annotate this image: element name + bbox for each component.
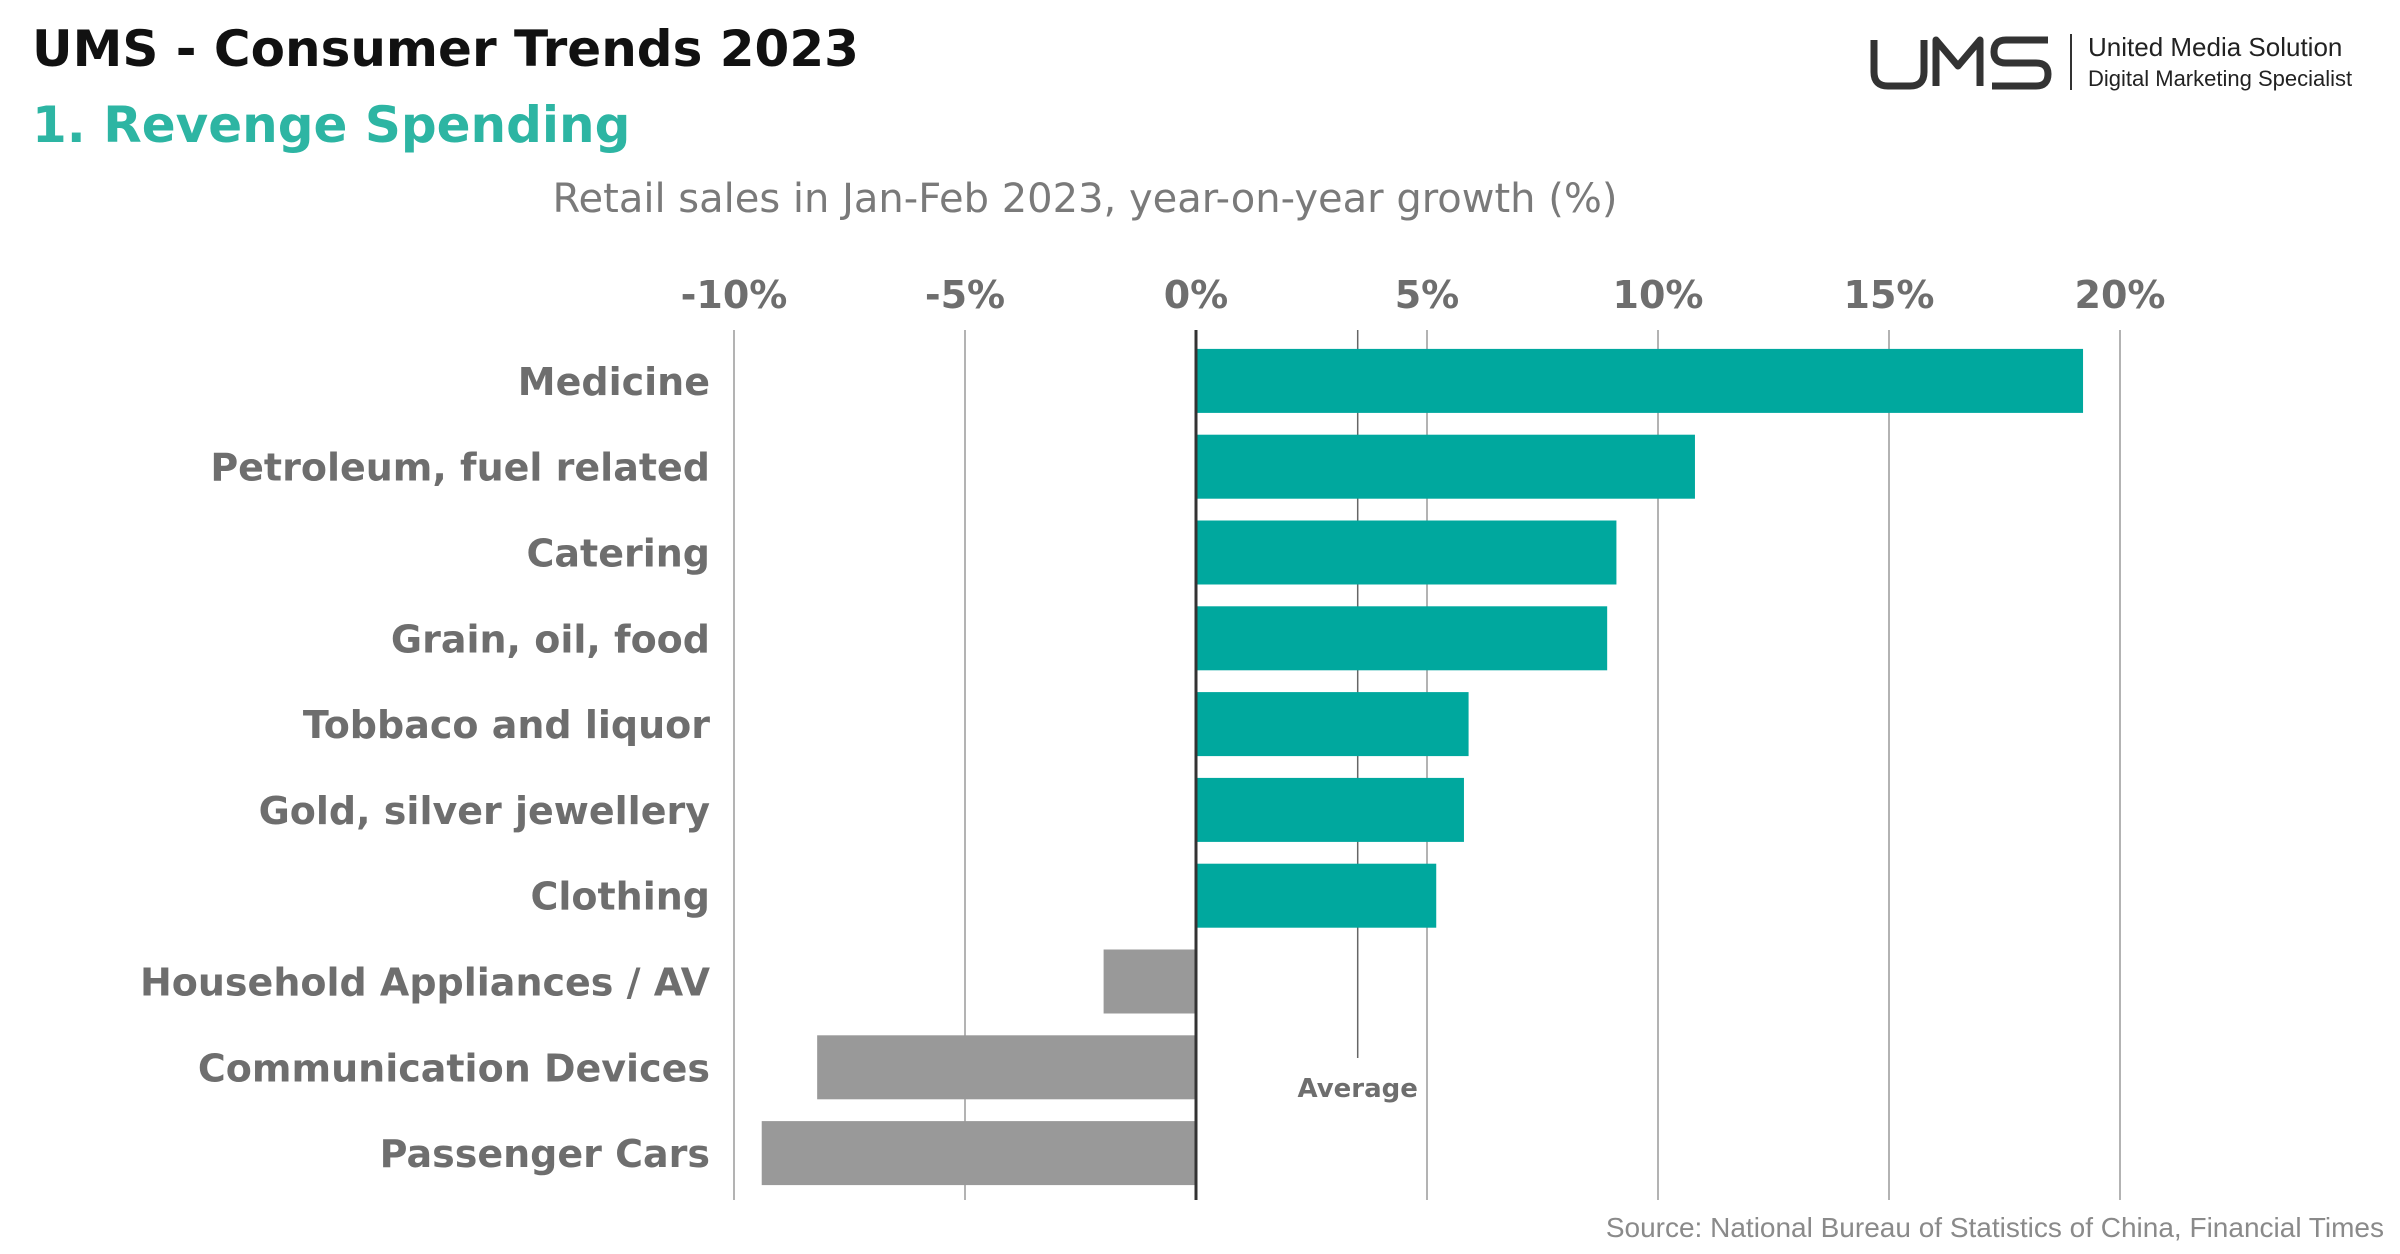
category-label: Communication Devices [198,1046,710,1090]
category-label: Gold, silver jewellery [259,789,711,833]
page-subtitle: 1. Revenge Spending [32,96,631,154]
category-label: Tobbaco and liquor [303,703,710,747]
bar [1103,949,1196,1014]
x-tick-label: -5% [925,273,1005,317]
category-label: Household Appliances / AV [140,961,711,1005]
bar [1196,434,1695,499]
x-tick-label: 15% [1844,273,1935,317]
source-note: Source: National Bureau of Statistics of… [1605,1212,2384,1243]
bar [1196,777,1464,842]
logo-divider [2070,34,2072,90]
x-tick-label: -10% [681,273,788,317]
bar [1196,863,1437,928]
category-label: Medicine [518,360,710,404]
bar [817,1035,1196,1100]
category-label: Passenger Cars [380,1132,710,1176]
x-tick-label: 20% [2075,273,2166,317]
x-tick-label: 5% [1395,273,1460,317]
chart-title: Retail sales in Jan-Feb 2023, year-on-ye… [552,176,1618,222]
bar [1196,692,1469,757]
x-tick-label: 10% [1613,273,1704,317]
category-label: Catering [527,532,711,576]
ums-logo-icon [1870,36,2052,90]
category-label: Clothing [530,875,710,919]
bar [1196,348,2084,413]
bar [1196,520,1617,585]
logo-tagline: Digital Marketing Specialist [2088,66,2353,91]
page-title: UMS - Consumer Trends 2023 [32,20,859,78]
bar [1196,606,1608,671]
brand-logo: United Media Solution Digital Marketing … [1870,30,2386,100]
x-tick-label: 0% [1164,273,1229,317]
category-label: Grain, oil, food [391,617,710,661]
logo-company-name: United Media Solution [2088,32,2343,62]
average-label: Average [1298,1074,1418,1104]
bar [761,1121,1196,1186]
category-label: Petroleum, fuel related [210,446,710,490]
